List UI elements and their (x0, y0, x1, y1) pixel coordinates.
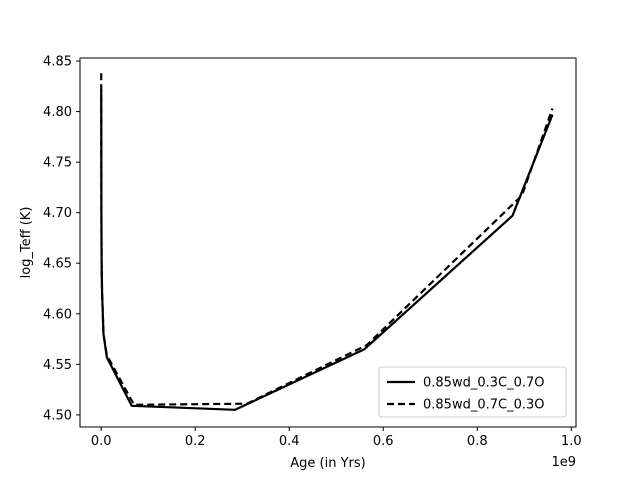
legend-label: 0.85wd_0.7C_0.3O (423, 398, 545, 413)
legend-label: 0.85wd_0.3C_0.7O (423, 376, 545, 391)
x-axis-offset-label: 1e9 (551, 455, 576, 470)
y-tick-label: 4.70 (43, 206, 72, 221)
legend: 0.85wd_0.3C_0.7O 0.85wd_0.7C_0.3O (378, 366, 567, 418)
y-tick-label: 4.65 (43, 257, 72, 272)
y-tick-label: 4.80 (43, 105, 72, 120)
x-tick-label: 0.0 (91, 434, 112, 449)
x-tick-label: 0.6 (373, 434, 394, 449)
legend-box (378, 366, 567, 418)
y-tick-label: 4.55 (43, 358, 72, 373)
x-tick-label: 0.4 (279, 434, 300, 449)
y-tick-label: 4.60 (43, 307, 72, 322)
x-axis-label: Age (in Yrs) (290, 456, 365, 471)
y-tick-label: 4.75 (43, 156, 72, 171)
y-tick-label: 4.85 (43, 55, 72, 70)
axes: 0.0 0.2 0.4 0.6 0.8 1.0 4.50 4.55 4.60 4.65 4.70 4.… (43, 55, 582, 449)
x-tick-label: 0.2 (185, 434, 206, 449)
y-tick-label: 4.50 (43, 408, 72, 423)
y-axis-label: log_Teff (K) (19, 207, 34, 279)
plot-area (100, 73, 554, 411)
series-line-2 (100, 73, 554, 406)
x-tick-label: 0.8 (467, 434, 488, 449)
axes-frame (79, 57, 577, 428)
x-tick-label: 1.0 (561, 434, 582, 449)
